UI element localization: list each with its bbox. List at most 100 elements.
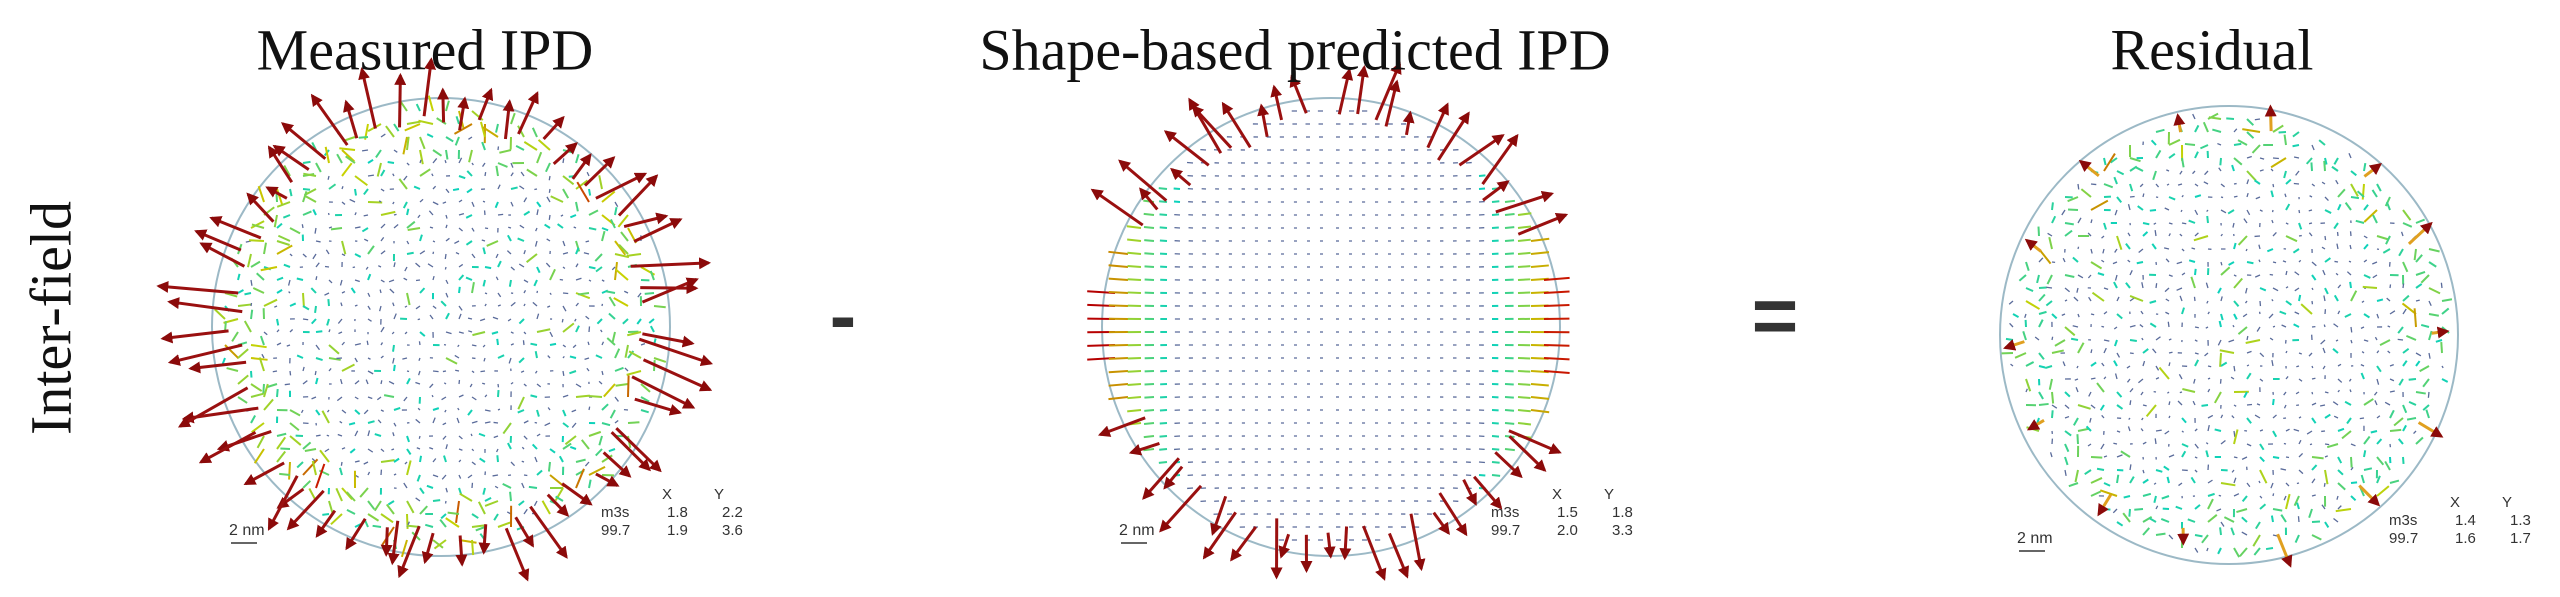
vector-arrow xyxy=(276,436,287,450)
vector-arrow xyxy=(2231,415,2235,419)
vector-arrow xyxy=(2428,248,2440,253)
vector-arrow xyxy=(367,357,371,360)
vector-arrow xyxy=(640,383,651,393)
vector-arrow xyxy=(2022,331,2027,341)
vector-arrow xyxy=(471,162,474,166)
vector-arrow xyxy=(2389,390,2395,393)
vector-arrow xyxy=(402,357,408,360)
vector-arrow xyxy=(302,380,308,385)
vector-arrow xyxy=(437,87,450,123)
vector-arrow xyxy=(2173,113,2186,133)
vector-arrow xyxy=(315,276,318,281)
vector-arrow xyxy=(1438,492,1468,537)
vector-arrow xyxy=(328,500,334,514)
vector-arrow xyxy=(2413,248,2417,261)
vector-arrow xyxy=(1159,435,1168,438)
vector-arrow xyxy=(1159,484,1203,533)
vector-arrow xyxy=(510,343,514,346)
vector-arrow xyxy=(2402,424,2407,432)
vector-arrow xyxy=(561,482,593,506)
vector-arrow xyxy=(2160,517,2170,523)
vector-arrow xyxy=(2233,274,2237,277)
vector-arrow xyxy=(2233,277,2243,289)
vector-arrow xyxy=(2097,272,2105,276)
vector-arrow xyxy=(214,308,226,320)
vector-arrow xyxy=(427,95,434,112)
vector-arrow xyxy=(642,358,713,392)
vector-arrow xyxy=(2220,261,2223,266)
vector-arrow xyxy=(458,199,463,203)
vector-arrow xyxy=(617,214,629,228)
vector-arrow xyxy=(2233,313,2238,320)
vector-arrow xyxy=(2126,365,2131,369)
vector-arrow xyxy=(455,535,468,567)
vector-arrow xyxy=(2207,311,2210,315)
vector-arrow xyxy=(406,460,412,476)
vector-arrow xyxy=(2386,297,2391,302)
vector-arrow xyxy=(583,156,616,187)
vector-arrow xyxy=(454,240,460,244)
vector-arrow xyxy=(341,186,344,190)
vector-arrow xyxy=(2220,233,2223,237)
vector-arrow xyxy=(2101,325,2105,328)
vector-arrow xyxy=(310,318,317,325)
vector-arrow xyxy=(2259,503,2267,510)
vector-arrow xyxy=(510,172,514,177)
stats-cell: 1.8 xyxy=(1612,504,1633,521)
vector-arrow xyxy=(311,460,317,476)
vector-arrow xyxy=(546,238,551,242)
vector-arrow xyxy=(1108,277,1129,281)
vector-arrow xyxy=(633,218,683,243)
vector-arrow xyxy=(432,305,437,310)
vector-arrow xyxy=(2113,281,2118,289)
vector-arrow xyxy=(337,318,343,324)
vector-arrow xyxy=(403,175,408,181)
vector-arrow xyxy=(2259,443,2265,451)
vector-arrow xyxy=(2246,261,2254,265)
vector-arrow xyxy=(2049,452,2053,458)
vector-arrow xyxy=(2323,324,2326,328)
vector-arrow xyxy=(2294,271,2300,276)
vector-arrow xyxy=(341,341,345,346)
vector-arrow xyxy=(406,500,415,514)
vector-arrow xyxy=(2294,287,2300,292)
vector-arrow xyxy=(2298,452,2304,458)
vector-arrow xyxy=(2270,482,2274,489)
stats-cell: 3.3 xyxy=(1612,522,1633,539)
vector-arrow xyxy=(2194,534,2203,538)
vector-arrow xyxy=(627,331,642,337)
vector-arrow xyxy=(302,480,312,489)
vector-arrow xyxy=(2272,456,2280,460)
vector-arrow xyxy=(523,331,527,335)
vector-arrow xyxy=(2272,430,2278,438)
vector-arrow xyxy=(2096,467,2105,471)
vector-arrow xyxy=(2233,365,2236,372)
vector-arrow xyxy=(406,448,412,455)
vector-arrow xyxy=(445,237,450,242)
vector-arrow xyxy=(2255,196,2261,200)
vector-arrow xyxy=(445,136,454,143)
vector-arrow xyxy=(603,383,616,398)
vector-arrow xyxy=(2206,300,2209,304)
vector-arrow xyxy=(2064,326,2076,337)
vector-arrow xyxy=(300,409,304,414)
vector-arrow xyxy=(376,162,382,177)
vector-arrow xyxy=(1491,213,1500,216)
vector-arrow xyxy=(2258,480,2261,484)
vector-arrow xyxy=(558,455,564,463)
vector-arrow xyxy=(358,67,377,129)
vector-arrow xyxy=(365,266,369,270)
vector-arrow xyxy=(1491,200,1500,203)
vector-arrow xyxy=(502,422,512,435)
vector-arrow xyxy=(1504,199,1516,203)
vector-arrow xyxy=(2333,157,2339,165)
vector-arrow xyxy=(393,123,400,132)
vector-arrow xyxy=(458,474,462,479)
vector-arrow xyxy=(533,500,538,507)
vector-arrow xyxy=(2072,325,2079,328)
vector-arrow xyxy=(530,394,538,398)
vector-arrow xyxy=(653,305,666,309)
vector-arrow xyxy=(380,169,386,177)
vector-arrow xyxy=(502,99,515,140)
vector-arrow xyxy=(374,433,382,437)
